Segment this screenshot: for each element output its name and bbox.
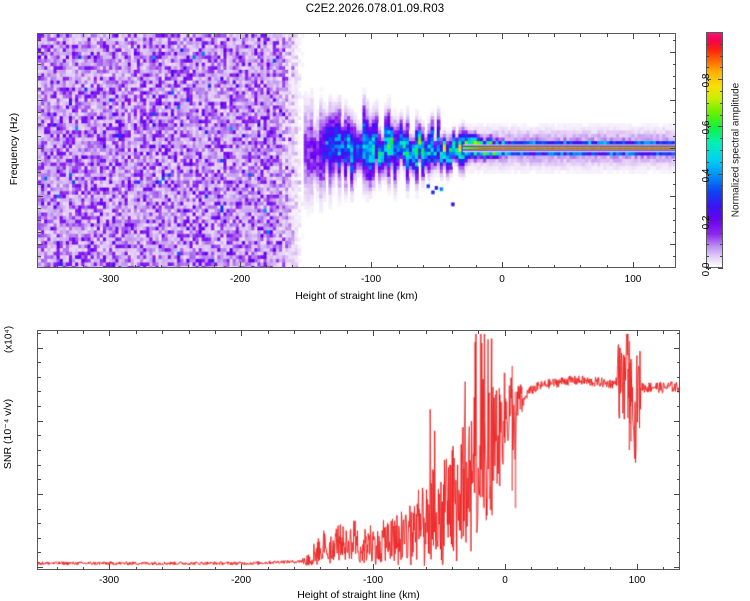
snr-xtick-1: -200 <box>230 575 252 586</box>
snr-x-axis-title: Height of straight line (km) <box>297 589 420 601</box>
spectrogram-xtick-3: 0 <box>499 274 505 285</box>
page-title: C2E2.2026.078.01.09.R03 <box>305 3 445 15</box>
snr-xtick-3: 0 <box>502 575 508 586</box>
snr-exponent-label: (x10⁴) <box>3 325 15 354</box>
colorbar-tick-3: 0.2 <box>701 215 712 230</box>
spectrogram-xtick-4: 100 <box>624 274 642 285</box>
spectrogram-xtick-1: -200 <box>229 274 251 285</box>
colorbar-tick-4: 0.0 <box>701 262 712 277</box>
spectrogram-xtick-0: -300 <box>98 274 120 285</box>
spectrogram-x-axis-title: Height of straight line (km) <box>295 290 418 302</box>
snr-xtick-2: -100 <box>362 575 384 586</box>
snr-panel <box>37 330 680 570</box>
colorbar-title: Normalized spectral amplitude <box>730 82 742 218</box>
spectrogram-panel <box>37 33 676 268</box>
spectrogram-y-axis-title: Frequency (Hz) <box>8 112 20 185</box>
snr-y-axis-title: SNR (10⁻⁴ v/v) <box>2 398 14 470</box>
spectrogram-xtick-2: -100 <box>360 274 382 285</box>
colorbar-tick-0: 0.8 <box>701 73 712 88</box>
colorbar-tick-1: 0.6 <box>701 120 712 135</box>
colorbar-tick-2: 0.4 <box>701 168 712 183</box>
snr-xtick-4: 100 <box>628 575 646 586</box>
spectrogram-image <box>38 34 675 267</box>
snr-xtick-0: -300 <box>98 575 120 586</box>
snr-line-plot <box>38 331 679 569</box>
